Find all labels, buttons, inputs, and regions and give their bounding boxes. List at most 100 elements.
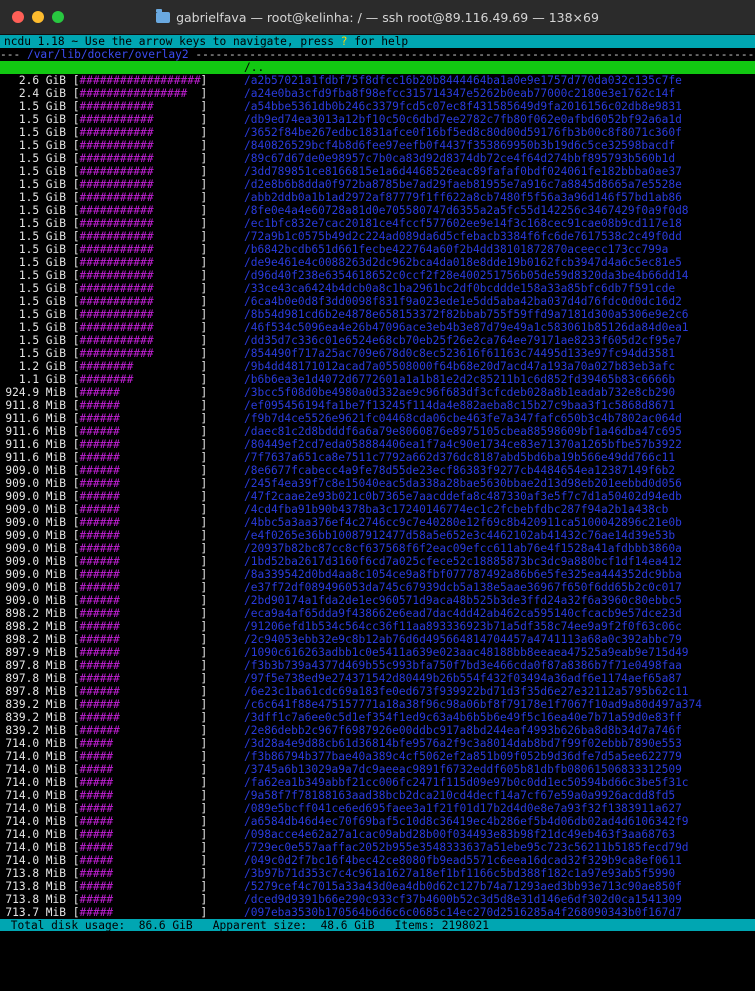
- directory-entry[interactable]: 909.0 MiB [######] /8e6677fcabecc4a9fe78d…: [0, 464, 755, 477]
- usage-bar: ######: [79, 568, 120, 581]
- bar-open-bracket: [: [66, 100, 80, 113]
- directory-list[interactable]: 2.6 GiB [##################]/a2b57021a1f…: [0, 74, 755, 919]
- bar-open-bracket: [: [66, 230, 80, 243]
- directory-entry[interactable]: 1.5 GiB [###########] /8b54d981cd6b2e4878…: [0, 308, 755, 321]
- entry-name: /3bcc5f08d0be4980a0d332ae9c96f683df3cfcd…: [244, 386, 676, 399]
- directory-entry[interactable]: 713.8 MiB [#####] /dced9d9391b66e290c933c…: [0, 893, 755, 906]
- directory-entry[interactable]: 839.2 MiB [######] /3dff1c7a6ee0c5d1ef354…: [0, 711, 755, 724]
- directory-entry[interactable]: 909.0 MiB [######] /4cd4fba91b90b4378ba3c…: [0, 503, 755, 516]
- bar-close-bracket: ]: [200, 438, 208, 451]
- bar-open-bracket: [: [66, 386, 80, 399]
- directory-entry[interactable]: 839.2 MiB [######] /c6c641f88e475157771a1…: [0, 698, 755, 711]
- entry-name: /db9ed74ea3013a12bf10c50c6dbd7ee2782c7fb…: [244, 113, 682, 126]
- entry-name: /20937b82bc87cc8cf637568f6f2eac09efcc611…: [244, 542, 682, 555]
- minimize-window-button[interactable]: [32, 11, 44, 23]
- usage-bar: ###########: [79, 152, 154, 165]
- directory-entry[interactable]: 897.9 MiB [######] /1090c616263adbb1c0e54…: [0, 646, 755, 659]
- terminal[interactable]: ncdu 1.18 ~ Use the arrow keys to naviga…: [0, 35, 755, 931]
- directory-entry[interactable]: 1.5 GiB [###########] /72a9b1c0575b49d2c2…: [0, 230, 755, 243]
- directory-entry[interactable]: 2.6 GiB [##################] /a2b57021a1f…: [0, 74, 755, 87]
- directory-entry[interactable]: 911.6 MiB [######] /7f7637a651ca8e7511c77…: [0, 451, 755, 464]
- directory-entry[interactable]: 713.8 MiB [#####] /5279cef4c7015a33a43d0e…: [0, 880, 755, 893]
- entry-name: /245f4ea39f7c8e15040eac5da338a28bae5630b…: [244, 477, 682, 490]
- entry-size: 714.0 MiB: [5, 815, 66, 828]
- entry-name: /d96d40f238e6354618652c0ccf2f28e40025175…: [244, 269, 689, 282]
- directory-entry[interactable]: 1.5 GiB [###########] /840826529bcf4b8d6f…: [0, 139, 755, 152]
- directory-entry[interactable]: 909.0 MiB [######] /20937b82bc87cc8cf6375…: [0, 542, 755, 555]
- directory-entry[interactable]: 911.8 MiB [######] /ef095456194fa1be7f132…: [0, 399, 755, 412]
- directory-entry[interactable]: 1.5 GiB [###########] /abb2ddb0a1b1ad2972…: [0, 191, 755, 204]
- directory-entry[interactable]: 1.5 GiB [###########] /854490f717a25ac709…: [0, 347, 755, 360]
- directory-entry[interactable]: 1.1 GiB [########] /b6b6ea3e1d4072d677260…: [0, 373, 755, 386]
- directory-entry[interactable]: 1.5 GiB [###########] /db9ed74ea3013a12bf…: [0, 113, 755, 126]
- usage-bar: ###########: [79, 100, 154, 113]
- directory-entry[interactable]: 839.2 MiB [######] /2e86debb2c967f6987926…: [0, 724, 755, 737]
- entry-name: /089e5bcff041ce6ed695faee3a1f21f01d17b2d…: [244, 802, 682, 815]
- folder-icon: [156, 8, 171, 23]
- directory-entry[interactable]: 1.5 GiB [###########] /b6842bcdb651d661fe…: [0, 243, 755, 256]
- directory-entry[interactable]: 897.8 MiB [######] /f3b3b739a4377d469b55c…: [0, 659, 755, 672]
- directory-entry[interactable]: 898.2 MiB [######] /91206efd1b534c564cc36…: [0, 620, 755, 633]
- directory-entry[interactable]: 1.5 GiB [###########] /6ca4b0e0d8f3dd0098…: [0, 295, 755, 308]
- entry-name: /3652f84be267edbc1831afce0f16bf5ed8c80d0…: [244, 126, 682, 139]
- directory-entry[interactable]: 1.5 GiB [###########] /de9e461e4c0088263d…: [0, 256, 755, 269]
- bar-close-bracket: ]: [200, 555, 208, 568]
- directory-entry[interactable]: 714.0 MiB [#####] /f3b86794b377bae40a389c…: [0, 750, 755, 763]
- directory-entry[interactable]: 714.0 MiB [#####] /fa62ea1b349abbf21cc006…: [0, 776, 755, 789]
- directory-entry[interactable]: 909.0 MiB [######] /8a339542d0bd4aa8c1054…: [0, 568, 755, 581]
- directory-entry[interactable]: 1.5 GiB [###########] /d2e8b6b8dda0f972ba…: [0, 178, 755, 191]
- usage-bar: ######: [79, 412, 120, 425]
- directory-entry[interactable]: 909.0 MiB [######] /1bd52ba2617d3160f6cd7…: [0, 555, 755, 568]
- directory-entry[interactable]: 1.5 GiB [###########] /8fe0e4a4e60728a81d…: [0, 204, 755, 217]
- directory-entry[interactable]: 1.2 GiB [########] /9b4dd48171012acad7a05…: [0, 360, 755, 373]
- directory-entry[interactable]: 1.5 GiB [###########] /d96d40f238e6354618…: [0, 269, 755, 282]
- usage-bar: ########: [79, 373, 134, 386]
- directory-entry[interactable]: 909.0 MiB [######] /e37f72df089496053da74…: [0, 581, 755, 594]
- directory-entry[interactable]: 713.8 MiB [#####] /3b97b71d353c7c4c961a16…: [0, 867, 755, 880]
- usage-bar: ######: [79, 698, 120, 711]
- entry-name: /f3b86794b377bae40a389c4cf5062ef2a851b09…: [244, 750, 682, 763]
- directory-entry[interactable]: 909.0 MiB [######] /245f4ea39f7c8e15040ea…: [0, 477, 755, 490]
- directory-entry[interactable]: 1.5 GiB [###########] /33ce43ca6424b4dcb0…: [0, 282, 755, 295]
- directory-entry[interactable]: 1.5 GiB [###########] /3652f84be267edbc18…: [0, 126, 755, 139]
- close-window-button[interactable]: [12, 11, 24, 23]
- directory-entry[interactable]: 714.0 MiB [#####] /089e5bcff041ce6ed695fa…: [0, 802, 755, 815]
- bar-close-bracket: ]: [200, 490, 208, 503]
- directory-entry[interactable]: 714.0 MiB [#####] /098acce4e62a27a1cac09a…: [0, 828, 755, 841]
- directory-entry[interactable]: 714.0 MiB [#####] /a6584db46d4ec70f69baf5…: [0, 815, 755, 828]
- directory-entry[interactable]: 1.5 GiB [###########] /89c67d67de0e98957c…: [0, 152, 755, 165]
- directory-entry[interactable]: 909.0 MiB [######] /4bbc5a3aa376ef4c2746c…: [0, 516, 755, 529]
- directory-entry[interactable]: 2.4 GiB [################ ] /a24e0ba3cfd9…: [0, 87, 755, 100]
- directory-entry[interactable]: 714.0 MiB [#####] /049c0d2f7bc16f4bec42ce…: [0, 854, 755, 867]
- directory-entry[interactable]: 911.6 MiB [######] /f9b7d4ce5526e9621fc04…: [0, 412, 755, 425]
- bar-open-bracket: [: [66, 698, 80, 711]
- directory-entry[interactable]: 713.7 MiB [#####] /097eba3530b170564b6d6c…: [0, 906, 755, 919]
- directory-entry[interactable]: 911.6 MiB [######] /daec81c2d8bdddf6a6a79…: [0, 425, 755, 438]
- directory-entry[interactable]: 714.0 MiB [#####] /9a58f7f78188163aad38bc…: [0, 789, 755, 802]
- directory-entry[interactable]: 898.2 MiB [######] /eca9a4af65dda9f438662…: [0, 607, 755, 620]
- usage-bar: #####: [79, 828, 114, 841]
- bar-close-bracket: ]: [200, 295, 208, 308]
- parent-dir-label: /..: [244, 61, 265, 74]
- directory-entry[interactable]: 924.9 MiB [######] /3bcc5f08d0be4980a0d33…: [0, 386, 755, 399]
- directory-entry[interactable]: 909.0 MiB [######] /47f2caae2e93b021c0b73…: [0, 490, 755, 503]
- directory-entry[interactable]: 1.5 GiB [###########] /dd35d7c336c01e6524…: [0, 334, 755, 347]
- directory-entry[interactable]: 1.5 GiB [###########] /46f534c5096ea4e26b…: [0, 321, 755, 334]
- directory-entry[interactable]: 714.0 MiB [#####] /3745a6b13029a9a7dc9aee…: [0, 763, 755, 776]
- directory-entry[interactable]: 714.0 MiB [#####] /729ec0e557aaffac2052b9…: [0, 841, 755, 854]
- directory-entry[interactable]: 909.0 MiB [######] /2bd90174a1fda2de1ec96…: [0, 594, 755, 607]
- directory-entry[interactable]: 897.8 MiB [######] /6e23c1ba61cdc69a183fe…: [0, 685, 755, 698]
- parent-dir-row[interactable]: /..: [0, 61, 755, 74]
- entry-size: 839.2 MiB: [5, 698, 66, 711]
- directory-entry[interactable]: 911.6 MiB [######] /80449ef2cd7eda0588844…: [0, 438, 755, 451]
- directory-entry[interactable]: 1.5 GiB [###########] /ec1bfc832e7cac2018…: [0, 217, 755, 230]
- directory-entry[interactable]: 909.0 MiB [######] /e4f0265e36bb100879124…: [0, 529, 755, 542]
- entry-size: 911.6 MiB: [5, 425, 66, 438]
- entry-name: /3745a6b13029a9a7dc9aeeac9891f6732eddf60…: [244, 763, 682, 776]
- zoom-window-button[interactable]: [52, 11, 64, 23]
- directory-entry[interactable]: 1.5 GiB [###########] /3dd789851ce8166815…: [0, 165, 755, 178]
- directory-entry[interactable]: 897.8 MiB [######] /97f5e738ed9e274371542…: [0, 672, 755, 685]
- directory-entry[interactable]: 898.2 MiB [######] /2c94053ebb32e9c8b12ab…: [0, 633, 755, 646]
- directory-entry[interactable]: 1.5 GiB [###########] /a54bbe5361db0b246c…: [0, 100, 755, 113]
- directory-entry[interactable]: 714.0 MiB [#####] /3d28a4e9d88cb61d36814b…: [0, 737, 755, 750]
